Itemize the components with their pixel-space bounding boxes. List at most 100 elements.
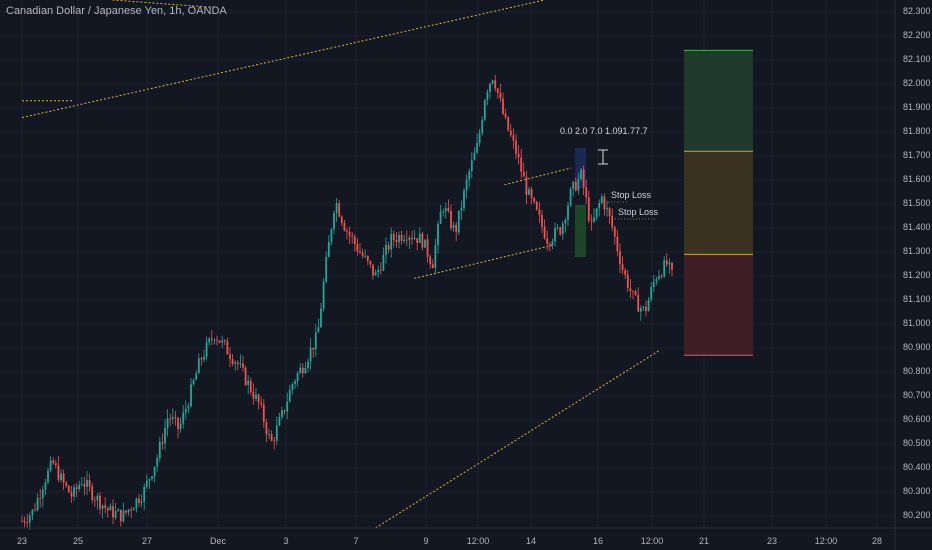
- candle-body: [80, 484, 83, 486]
- candle-body: [611, 215, 614, 228]
- candle-body: [169, 418, 172, 420]
- candle-body: [179, 423, 182, 430]
- candle-body: [447, 208, 450, 211]
- candle-body: [564, 219, 567, 224]
- candle-body: [398, 234, 400, 243]
- price-axis-label: 81.600: [903, 174, 931, 184]
- candle-body: [62, 473, 65, 483]
- candle-body: [538, 209, 541, 216]
- candle-body: [73, 487, 75, 497]
- entry-zone: [684, 151, 753, 255]
- candle-body: [598, 202, 601, 209]
- candle-body: [138, 498, 140, 503]
- price-axis-label: 81.300: [903, 246, 931, 256]
- candle-body: [70, 492, 73, 497]
- candle-body: [130, 509, 133, 511]
- candle-body: [403, 239, 406, 241]
- candle-body: [413, 238, 416, 240]
- candle-body: [143, 486, 146, 502]
- candle-body: [606, 208, 608, 210]
- price-axis-label: 81.900: [903, 102, 931, 112]
- candle-body: [60, 473, 62, 481]
- candle-body: [639, 307, 642, 312]
- candle-body: [515, 140, 517, 154]
- candle-body: [125, 510, 127, 513]
- stop-loss-label-secondary: Stop Loss: [618, 207, 659, 217]
- candle-body: [668, 262, 671, 265]
- candle-body: [655, 279, 658, 282]
- trendline-4: [504, 167, 572, 186]
- candle-body: [530, 189, 533, 198]
- candle-body: [119, 509, 122, 522]
- candle-body: [239, 363, 242, 365]
- candle-body: [187, 406, 190, 409]
- candle-body: [275, 425, 278, 441]
- candle-body: [49, 460, 52, 471]
- candle-body: [312, 347, 315, 350]
- candle-body: [291, 384, 294, 390]
- candle-body: [184, 408, 187, 413]
- price-axis-label: 82.100: [903, 54, 931, 64]
- candle-body: [455, 224, 458, 233]
- candle-body: [351, 235, 354, 237]
- candle-body: [247, 380, 250, 385]
- candle-body: [216, 339, 218, 341]
- candle-body: [47, 470, 49, 483]
- candle-body: [314, 332, 317, 350]
- time-axis-label: 9: [423, 536, 429, 546]
- candle-body: [333, 212, 335, 230]
- candle-body: [307, 361, 309, 369]
- candle-body: [364, 256, 367, 257]
- candle-body: [156, 458, 159, 467]
- time-axis-label: 12:00: [814, 536, 838, 546]
- candle-body: [335, 203, 338, 213]
- candle-body: [36, 498, 39, 511]
- candle-body: [257, 394, 260, 403]
- candle-body: [489, 83, 491, 92]
- price-axis-label: 81.000: [903, 318, 931, 328]
- candle-body: [624, 270, 627, 275]
- candle-body: [473, 152, 476, 161]
- candle-body: [317, 327, 320, 333]
- candle-body: [361, 252, 364, 257]
- candle-body: [522, 171, 525, 177]
- candle-body: [645, 306, 647, 312]
- candle-body: [442, 211, 445, 213]
- candle-body: [83, 484, 86, 487]
- candle-body: [593, 217, 595, 222]
- candle-body: [496, 88, 499, 93]
- candle-body: [192, 379, 195, 385]
- candle-body: [182, 412, 185, 424]
- candle-body: [44, 482, 47, 490]
- candle-body: [39, 498, 42, 499]
- candle-body: [340, 216, 343, 223]
- candle-body: [665, 260, 668, 265]
- candle-body: [554, 227, 556, 242]
- candle-body: [491, 80, 494, 84]
- candle-body: [387, 244, 390, 250]
- candle-body: [582, 169, 585, 188]
- candle-body: [421, 233, 424, 248]
- time-axis-label: 23: [16, 536, 28, 546]
- candle-body: [260, 402, 263, 405]
- candle-body: [348, 231, 351, 236]
- candle-body: [535, 201, 538, 210]
- candle-body: [203, 356, 205, 360]
- candle-body: [356, 244, 359, 252]
- candle-body: [161, 441, 164, 444]
- candle-body: [200, 358, 203, 360]
- candle-body: [405, 239, 408, 241]
- candle-body: [616, 236, 619, 251]
- candle-body: [429, 256, 432, 265]
- price-axis-label: 80.800: [903, 366, 931, 376]
- candle-body: [153, 466, 156, 477]
- candle-body: [309, 347, 312, 362]
- candle-body: [283, 410, 286, 412]
- candle-body: [325, 257, 328, 282]
- candle-body: [320, 308, 322, 328]
- candle-body: [626, 274, 629, 289]
- candle-body: [299, 367, 302, 374]
- candle-body: [78, 484, 81, 490]
- candle-body: [369, 260, 372, 265]
